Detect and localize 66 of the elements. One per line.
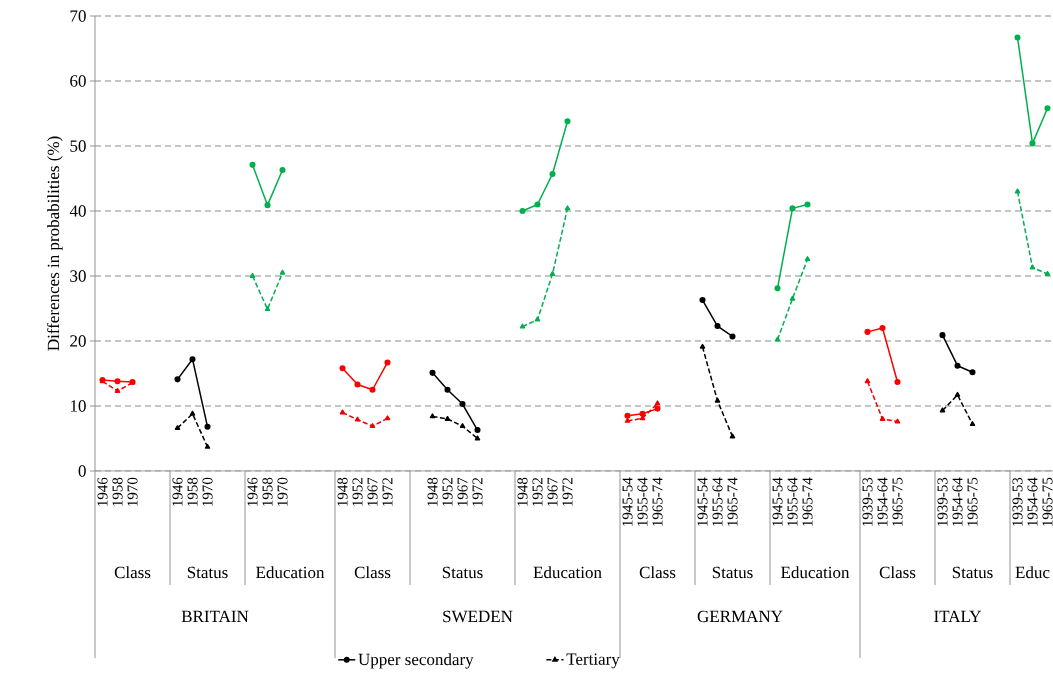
x-tick-label: 1972 <box>562 478 573 506</box>
x-tick-label: 1967 <box>367 477 378 506</box>
x-tick-label: 1970 <box>202 477 213 506</box>
x-tick-label: 1958 <box>112 477 123 506</box>
text: Status <box>187 566 228 579</box>
x-tick-label: 1946 <box>97 477 108 506</box>
x-tick-label: 1970 <box>277 477 288 506</box>
text: Education <box>256 566 325 579</box>
x-tick-label: 1939-53 <box>862 477 873 526</box>
x-tick-label: 1965-74 <box>652 477 663 526</box>
text: Class <box>114 566 151 579</box>
y-tick-label: 50 <box>70 140 86 152</box>
y-tick-label: 40 <box>69 205 86 217</box>
text: Education <box>781 566 850 579</box>
x-tick-label: 1958 <box>262 477 273 506</box>
text: Status <box>442 566 483 579</box>
y-axis-title: Differences in probabilities (%) <box>47 136 63 351</box>
y-tick-label: 20 <box>70 335 86 347</box>
x-tick-label: 1954-64 <box>877 477 888 526</box>
text: Education <box>533 566 602 579</box>
x-tick-label: 1952 <box>352 478 363 506</box>
legend-label: Upper secondary <box>358 653 474 669</box>
text: Status <box>952 566 993 579</box>
x-tick-label: 1965-74 <box>802 477 813 526</box>
x-tick-label: 1972 <box>472 478 483 506</box>
text: Educ <box>1015 566 1050 579</box>
x-tick-label: 1945-54 <box>622 477 633 526</box>
x-tick-label: 1965-75 <box>1042 477 1053 526</box>
text: Status <box>712 566 753 579</box>
legend-label: Tertiary <box>566 653 620 669</box>
y-tick-label: 70 <box>70 10 86 22</box>
x-tick-label: 1965-75 <box>892 477 903 526</box>
x-tick-label: 1939-53 <box>937 477 948 526</box>
y-tick-label: 30 <box>70 270 86 282</box>
x-tick-label: 1945-54 <box>697 477 708 526</box>
x-tick-label: 1967 <box>547 477 558 506</box>
x-tick-label: 1954-64 <box>952 477 963 526</box>
text: SWEDEN <box>443 610 513 623</box>
x-tick-label: 1954-64 <box>1027 477 1038 526</box>
text: ITALY <box>934 610 982 622</box>
x-tick-label: 1948 <box>337 477 348 506</box>
x-tick-label: 1952 <box>532 478 543 506</box>
y-tick-label: 0 <box>78 465 86 477</box>
x-tick-label: 1958 <box>187 477 198 506</box>
x-tick-label: 1972 <box>382 478 393 506</box>
x-tick-label: 1955-64 <box>637 477 648 526</box>
x-tick-label: 1948 <box>427 477 438 506</box>
x-tick-label: 1955-64 <box>787 477 798 526</box>
x-tick-label: 1945-54 <box>772 477 783 526</box>
text: Class <box>879 566 916 579</box>
x-tick-label: 1948 <box>517 477 528 506</box>
x-tick-label: 1939-53 <box>1012 477 1023 526</box>
text: GERMANY <box>697 610 783 623</box>
x-tick-label: 1970 <box>127 477 138 506</box>
x-tick-label: 1946 <box>172 477 183 506</box>
x-tick-label: 1967 <box>457 477 468 506</box>
x-tick-label: 1965-74 <box>727 477 738 526</box>
text: Class <box>639 566 676 579</box>
x-tick-label: 1952 <box>442 478 453 506</box>
y-tick-label: 10 <box>70 400 86 412</box>
x-tick-label: 1965-75 <box>967 477 978 526</box>
y-tick-label: 60 <box>70 75 86 87</box>
text: BRITAIN <box>181 610 249 623</box>
x-tick-label: 1955-64 <box>712 477 723 526</box>
x-tick-label: 1946 <box>247 477 258 506</box>
text: Class <box>354 566 391 579</box>
